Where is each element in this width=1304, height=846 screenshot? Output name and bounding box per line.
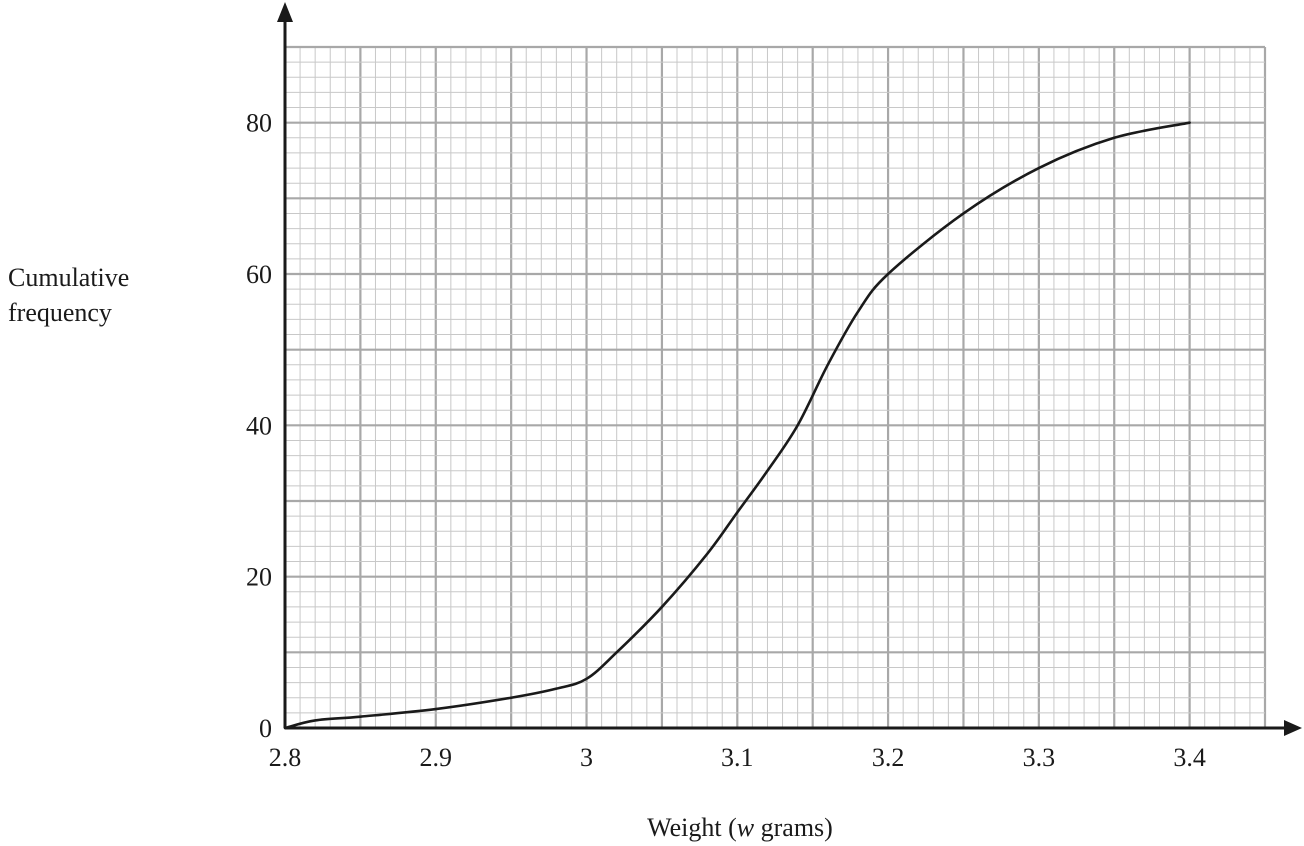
x-tick-label: 2.8 [269,743,302,772]
x-tick-label: 2.9 [420,743,453,772]
x-tick-label: 3 [580,743,593,772]
y-tick-label: 20 [246,563,272,592]
x-tick-label: 3.4 [1173,743,1206,772]
axes [277,2,1302,736]
grid [283,45,1267,730]
cumulative-frequency-curve [283,121,1191,730]
y-tick-label: 40 [246,411,272,440]
y-tick-label: 60 [246,260,272,289]
x-axis-label-prefix: Weight ( [647,813,737,842]
y-axis-label-line-1: Cumulative [8,263,129,292]
x-axis-label: Weight (w grams) [647,813,833,842]
x-tick-label: 3.2 [872,743,905,772]
x-tick-label: 3.3 [1023,743,1056,772]
x-axis-label-suffix: grams) [754,813,833,842]
tick-labels: 2.8 2.9 3 3.1 3.2 3.3 3.4 0 20 40 60 80 [246,109,1206,772]
y-axis-label-line-2: frequency [8,298,112,327]
y-tick-label: 0 [259,714,272,743]
y-tick-label: 80 [246,109,272,138]
curve-layer [283,121,1191,730]
x-axis-label-variable: w [737,813,755,842]
x-tick-label: 3.1 [721,743,754,772]
y-axis-arrow [277,2,293,22]
x-axis-arrow [1284,720,1302,736]
